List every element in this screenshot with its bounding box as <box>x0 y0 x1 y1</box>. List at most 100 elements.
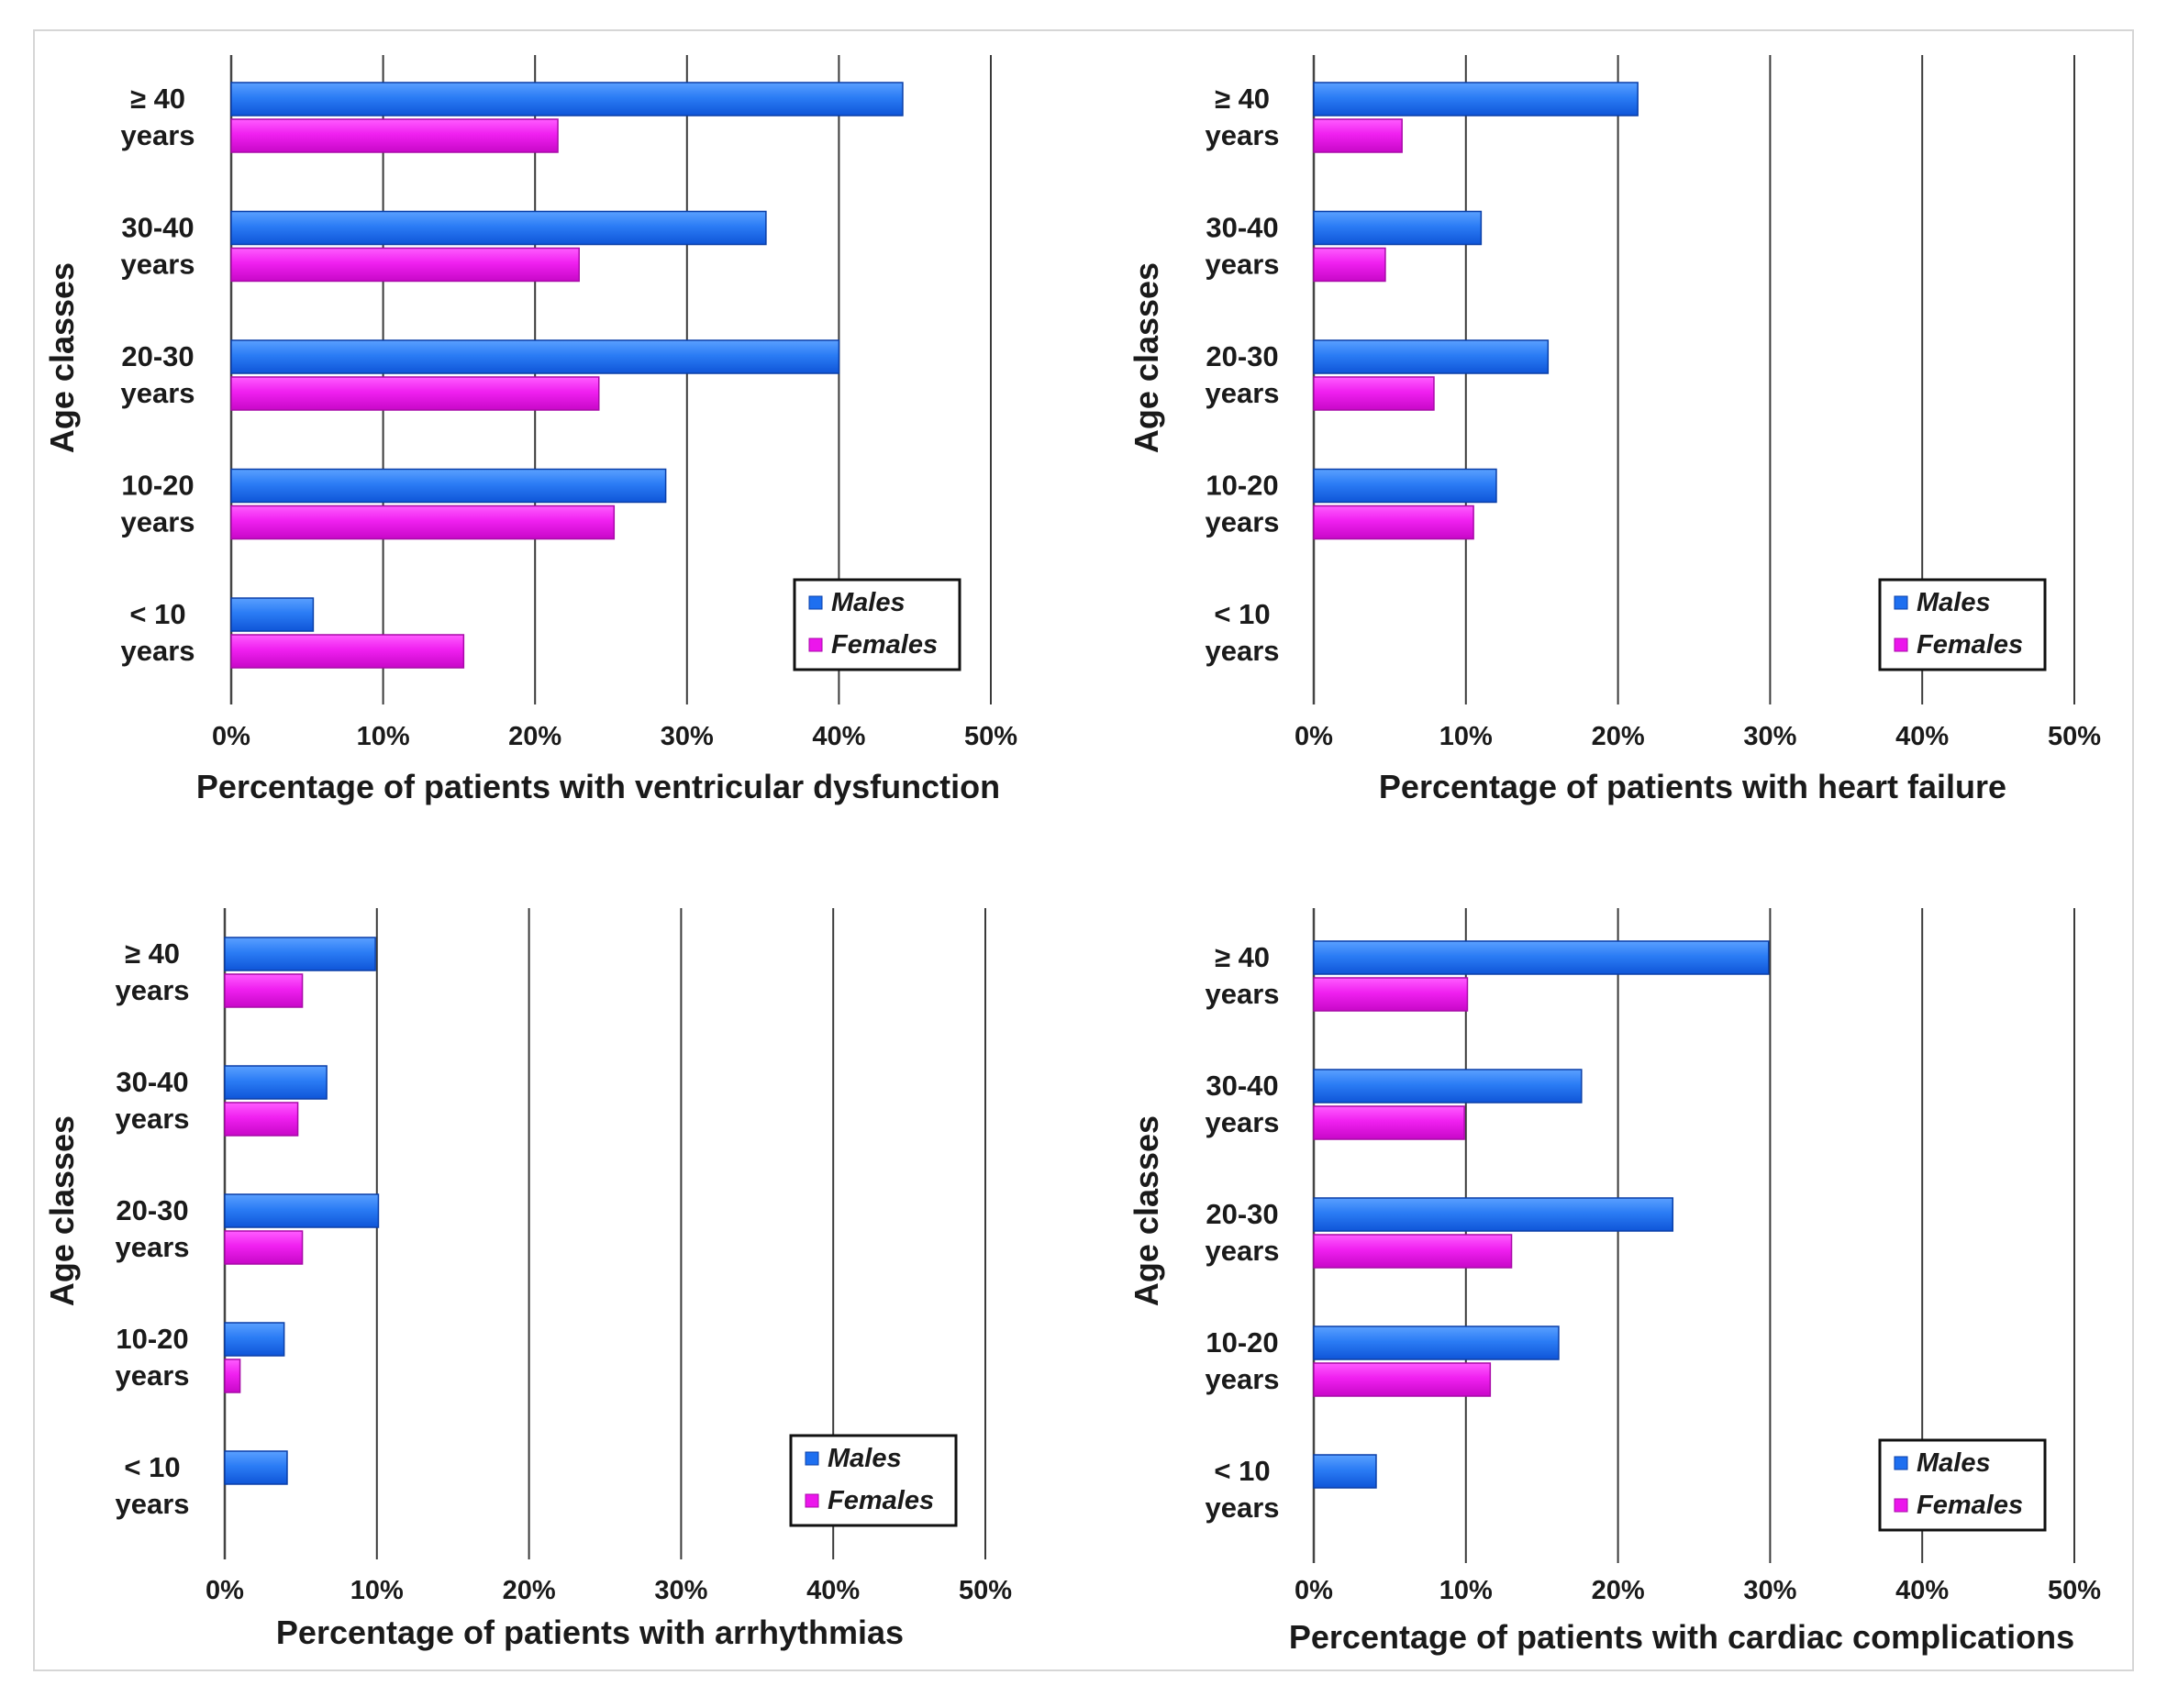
x-tick-label: 20% <box>1592 1576 1645 1605</box>
x-tick-label: 50% <box>2048 1576 2101 1605</box>
legend-box <box>789 1434 958 1527</box>
chart-panel-1: 0% 10% 20% 30% 40% 50% ≥ 40 years 30-40 years 20-3… <box>43 55 1017 805</box>
legend-label-females: Females <box>831 630 938 660</box>
x-tick-label: 50% <box>959 1576 1012 1605</box>
bar-males <box>224 1065 328 1100</box>
x-axis-label: Percentage of patients with heart failur… <box>1379 768 2006 805</box>
x-tick-label: 20% <box>503 1576 556 1605</box>
y-axis-label: Age classes <box>1128 262 1165 453</box>
bar-females <box>1313 1234 1513 1269</box>
category-sublabel: years <box>120 635 194 667</box>
x-tick-label: 40% <box>1895 722 1949 751</box>
bar-females <box>1313 118 1403 153</box>
legend-label-females: Females <box>828 1486 934 1515</box>
chart-panel-2: 0% 10% 20% 30% 40% 50% ≥ 40 years 30-40 years 20-3… <box>1128 55 2101 805</box>
bar-females <box>230 118 559 153</box>
bar-males <box>224 937 376 971</box>
category-label: ≥ 40 <box>125 937 180 970</box>
category-label: < 10 <box>129 598 185 630</box>
bar-males <box>230 597 315 632</box>
legend: Males Females <box>1878 578 2047 671</box>
category-label: < 10 <box>1214 1455 1270 1487</box>
legend: Males Females <box>789 1434 958 1527</box>
y-axis-label: Age classes <box>43 262 81 453</box>
legend-box <box>793 578 961 671</box>
category-sublabel: years <box>1205 119 1279 151</box>
bar-females <box>230 376 600 411</box>
x-tick-label: 50% <box>964 722 1017 751</box>
bar-males <box>230 339 840 374</box>
figure-frame <box>33 29 2134 1671</box>
category-sublabel: years <box>120 506 194 538</box>
category-label: 20-30 <box>1206 1198 1278 1230</box>
category-sublabel: years <box>1205 506 1279 538</box>
legend-swatch-females <box>1894 1498 1908 1513</box>
bar-females <box>224 1359 241 1393</box>
bar-males <box>230 82 904 116</box>
x-tick-label: 20% <box>1592 722 1645 751</box>
y-axis-label: Age classes <box>1128 1115 1165 1306</box>
bar-females <box>1313 1105 1465 1140</box>
category-label: 10-20 <box>121 470 194 502</box>
x-tick-label: 30% <box>654 1576 707 1605</box>
bar-males <box>1313 339 1550 374</box>
x-tick-label: 10% <box>357 722 410 751</box>
legend-box <box>1878 578 2047 671</box>
category-label: ≥ 40 <box>1215 941 1270 973</box>
category-sublabel: years <box>1205 1235 1279 1267</box>
legend-swatch-females <box>1894 638 1908 652</box>
category-sublabel: years <box>120 377 194 409</box>
bar-males <box>1313 1454 1377 1489</box>
category-label: ≥ 40 <box>1215 83 1270 115</box>
legend-swatch-females <box>808 638 823 652</box>
category-sublabel: years <box>1205 978 1279 1010</box>
category-sublabel: years <box>1205 1363 1279 1395</box>
legend-swatch-males <box>805 1451 819 1466</box>
category-label: 10-20 <box>116 1323 188 1355</box>
bar-females <box>1313 977 1469 1012</box>
category-label: 30-40 <box>1206 212 1278 244</box>
category-sublabel: years <box>1205 1106 1279 1138</box>
category-label: < 10 <box>124 1451 180 1483</box>
bar-females <box>1313 376 1435 411</box>
category-sublabel: years <box>115 1103 189 1135</box>
x-tick-label: 0% <box>1295 722 1333 751</box>
category-sublabel: years <box>115 1359 189 1392</box>
bar-males <box>230 468 667 504</box>
category-label: < 10 <box>1214 598 1270 630</box>
legend: Males Females <box>793 578 961 671</box>
bar-males <box>224 1450 288 1485</box>
category-label: 20-30 <box>116 1194 188 1226</box>
category-sublabel: years <box>115 1488 189 1520</box>
bar-males <box>1313 1069 1583 1104</box>
x-tick-label: 20% <box>508 722 561 751</box>
bar-females <box>230 505 616 540</box>
x-tick-label: 40% <box>806 1576 860 1605</box>
category-label: 30-40 <box>121 212 194 244</box>
legend-label-males: Males <box>828 1444 902 1473</box>
bar-males <box>1313 82 1639 116</box>
category-label: 30-40 <box>1206 1070 1278 1102</box>
category-label: 30-40 <box>116 1066 188 1098</box>
x-tick-label: 50% <box>2048 722 2101 751</box>
bar-males <box>1313 468 1497 504</box>
x-tick-label: 10% <box>350 1576 404 1605</box>
legend-swatch-males <box>1894 595 1908 610</box>
category-sublabel: years <box>120 249 194 281</box>
x-axis-label: Percentage of patients with ventricular … <box>196 768 1000 805</box>
legend-label-females: Females <box>1917 1491 2023 1520</box>
category-sublabel: years <box>120 119 194 151</box>
bar-males <box>224 1193 380 1228</box>
legend-label-males: Males <box>1917 588 1991 617</box>
x-axis-label: Percentage of patients with arrhythmias <box>276 1614 904 1651</box>
legend-box <box>1878 1438 2047 1532</box>
bar-males <box>230 210 767 246</box>
bar-females <box>230 247 580 283</box>
bar-females <box>1313 1362 1492 1397</box>
category-label: 10-20 <box>1206 470 1278 502</box>
bar-females <box>230 634 465 669</box>
x-axis-label: Percentage of patients with cardiac comp… <box>1289 1618 2074 1656</box>
category-label: ≥ 40 <box>130 83 185 115</box>
x-tick-label: 30% <box>1743 1576 1796 1605</box>
